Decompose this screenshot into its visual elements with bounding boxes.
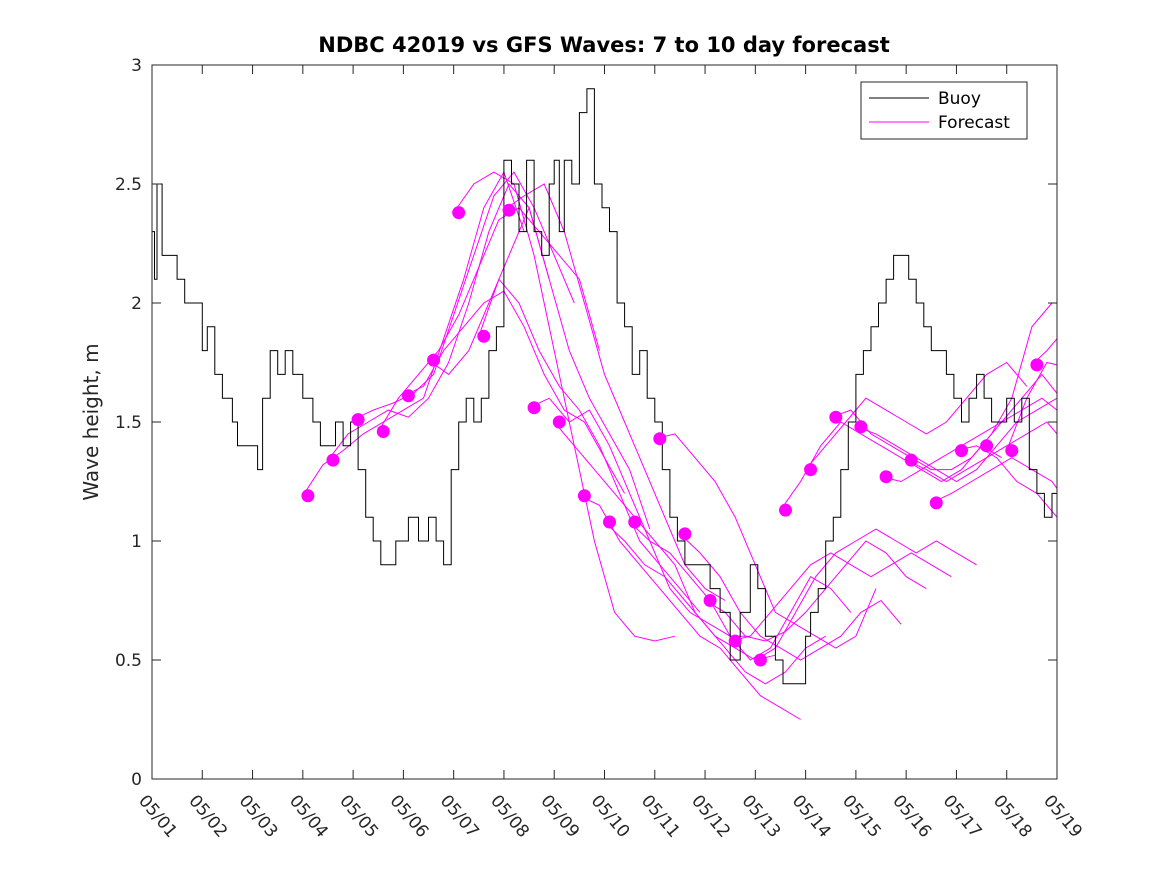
forecast-line	[679, 533, 902, 661]
x-tick-label: 05/16	[888, 791, 935, 841]
x-tick-label: 05/10	[587, 791, 634, 841]
forecast-marker	[779, 503, 792, 517]
forecast-line	[377, 207, 600, 432]
x-tick-label: 05/07	[436, 791, 483, 841]
forecast-marker	[753, 653, 767, 667]
forecast-line	[830, 302, 1053, 471]
forecast-line	[503, 183, 726, 601]
buoy-series	[152, 88, 1057, 685]
forecast-line	[453, 171, 676, 642]
forecast-marker	[603, 515, 616, 529]
forecast-line	[403, 290, 626, 494]
forecast-marker	[376, 425, 390, 438]
chart-title: NDBC 42019 vs GFS Waves: 7 to 10 day for…	[318, 33, 889, 57]
forecast-line	[352, 171, 575, 421]
x-tick-label: 05/18	[989, 791, 1036, 841]
y-tick-label: 2.5	[115, 175, 142, 195]
forecast-marker	[477, 329, 491, 343]
x-tick-label: 05/14	[788, 791, 835, 841]
x-tick-label: 05/11	[637, 791, 684, 841]
forecast-marker	[351, 413, 365, 427]
forecast-line	[579, 495, 801, 720]
forecast-line	[905, 421, 1058, 483]
forecast-line	[880, 397, 1058, 483]
forecast-marker	[1005, 444, 1019, 458]
forecast-marker	[678, 527, 692, 541]
forecast-line	[805, 361, 1028, 470]
x-tick-label: 05/17	[939, 791, 986, 841]
forecast-marker	[1030, 358, 1044, 372]
forecast-marker	[628, 515, 642, 529]
forecast-marker	[401, 389, 415, 403]
y-tick-label: 0.5	[115, 651, 142, 671]
forecast-marker	[854, 420, 868, 434]
y-tick-label: 1	[131, 532, 142, 552]
x-tick-label: 05/15	[838, 791, 885, 841]
x-tick-label: 05/12	[687, 791, 734, 841]
x-tick-label: 05/19	[1039, 791, 1086, 841]
legend-label-forecast: Forecast	[938, 113, 1010, 133]
forecast-marker	[879, 470, 893, 484]
plot-area	[152, 65, 1057, 779]
forecast-marker	[326, 453, 340, 467]
forecast-line	[704, 540, 927, 642]
y-tick-label: 2	[131, 294, 142, 314]
forecast-marker	[452, 206, 466, 220]
forecast-line	[730, 552, 952, 642]
legend-box	[860, 81, 1028, 140]
forecast-marker	[502, 203, 516, 217]
forecast-marker	[980, 439, 994, 453]
forecast-marker	[904, 453, 918, 467]
forecast-marker	[955, 444, 968, 458]
y-tick-label: 0	[131, 770, 142, 790]
forecast-marker	[427, 353, 441, 367]
forecast-line	[1006, 361, 1058, 451]
forecast-marker	[804, 463, 818, 477]
forecast-marker	[653, 432, 667, 446]
forecast-line	[478, 278, 701, 613]
x-tick-label: 05/04	[285, 791, 332, 841]
x-tick-label: 05/09	[536, 791, 583, 841]
forecast-marker	[703, 594, 717, 607]
forecast-marker	[728, 634, 742, 648]
forecast-marker	[527, 401, 541, 415]
buoy-line	[152, 88, 1057, 685]
forecast-marker	[552, 415, 566, 429]
forecast-line	[327, 183, 550, 461]
y-axis-label: Wave height, m	[79, 343, 103, 500]
y-tick-label: 3	[131, 56, 142, 76]
forecast-line	[855, 397, 1058, 483]
forecast-line	[755, 528, 977, 661]
forecast-marker	[301, 489, 315, 503]
x-tick-label: 05/06	[386, 791, 433, 841]
x-tick-label: 05/08	[486, 791, 533, 841]
x-tick-label: 05/03	[235, 791, 282, 841]
forecast-line	[428, 206, 651, 530]
x-tick-label: 05/05	[335, 791, 382, 841]
legend: Buoy Forecast	[860, 81, 1028, 140]
forecast-marker	[577, 489, 591, 503]
forecast-marker	[829, 410, 843, 424]
x-tick-label: 05/01	[134, 791, 181, 841]
forecast-line	[956, 445, 1058, 518]
x-tick-label: 05/13	[738, 791, 785, 841]
forecast-line	[302, 170, 525, 497]
forecast-line	[604, 521, 826, 685]
legend-label-buoy: Buoy	[938, 89, 981, 109]
forecast-line	[553, 421, 776, 661]
forecast-marker	[929, 496, 943, 510]
forecast-markers	[301, 203, 1044, 667]
forecast-line	[780, 421, 1002, 511]
x-tick-label: 05/02	[184, 791, 231, 841]
forecast-line	[528, 397, 751, 637]
y-tick-label: 1.5	[115, 413, 142, 433]
